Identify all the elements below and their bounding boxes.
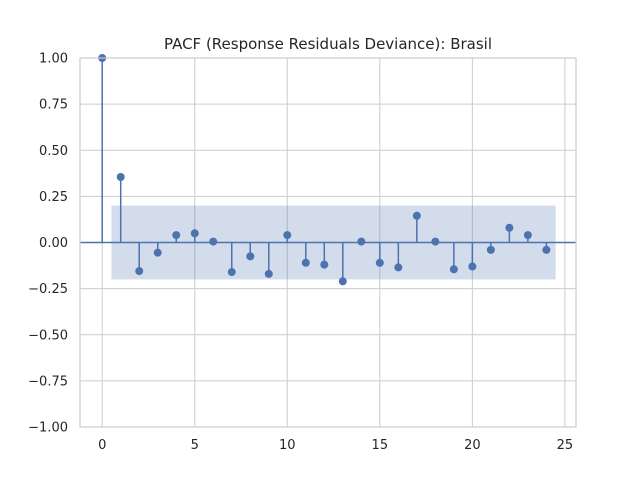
y-tick-label: 0.75 xyxy=(39,98,68,113)
stem-series xyxy=(98,54,551,286)
stem-point xyxy=(320,260,329,269)
y-tick-label: −1.00 xyxy=(28,421,68,436)
stem-point xyxy=(153,248,162,257)
y-tick-label: 0.50 xyxy=(39,144,68,159)
y-tick-label: 0.00 xyxy=(39,236,68,251)
x-tick-label: 25 xyxy=(557,438,574,453)
stem-point xyxy=(523,231,532,240)
x-tick-label: 20 xyxy=(464,438,481,453)
x-tick-label: 5 xyxy=(191,438,199,453)
x-tick-labels: 0 5 10 15 20 25 xyxy=(98,438,573,453)
x-tick-label: 15 xyxy=(372,438,389,453)
stem-point xyxy=(412,211,421,220)
stem-point xyxy=(246,252,255,261)
y-tick-label: −0.25 xyxy=(28,282,68,297)
stem-point xyxy=(227,268,236,277)
plot-frame xyxy=(79,57,577,428)
stem-point xyxy=(116,173,125,182)
x-tick-label: 10 xyxy=(279,438,296,453)
stem-point xyxy=(431,237,440,246)
stem-point xyxy=(486,245,495,254)
y-tick-label: −0.50 xyxy=(28,328,68,343)
stem-point xyxy=(542,245,551,254)
stem-point xyxy=(301,258,310,267)
stem-point xyxy=(468,262,477,271)
stem-point xyxy=(505,223,514,232)
y-tick-labels: −1.00 −0.75 −0.50 −0.25 0.00 0.25 0.50 0.75 1.00 xyxy=(28,52,68,436)
chart-title: PACF (Response Residuals Deviance): Bras… xyxy=(164,35,492,53)
y-tick-label: −0.75 xyxy=(28,374,68,389)
stem-point xyxy=(283,231,292,240)
y-tick-label: 1.00 xyxy=(39,52,68,67)
stem-point xyxy=(172,231,181,240)
x-tick-label: 0 xyxy=(98,438,106,453)
stem-point xyxy=(394,263,403,272)
stem-point xyxy=(357,237,366,246)
stem-point xyxy=(375,258,384,267)
stem-point xyxy=(449,265,458,274)
stem-point xyxy=(338,277,347,286)
stem-point xyxy=(209,237,218,246)
stem-point xyxy=(135,267,144,276)
stem-point xyxy=(190,229,199,238)
y-tick-label: 0.25 xyxy=(39,190,68,205)
stem-point xyxy=(264,269,273,278)
